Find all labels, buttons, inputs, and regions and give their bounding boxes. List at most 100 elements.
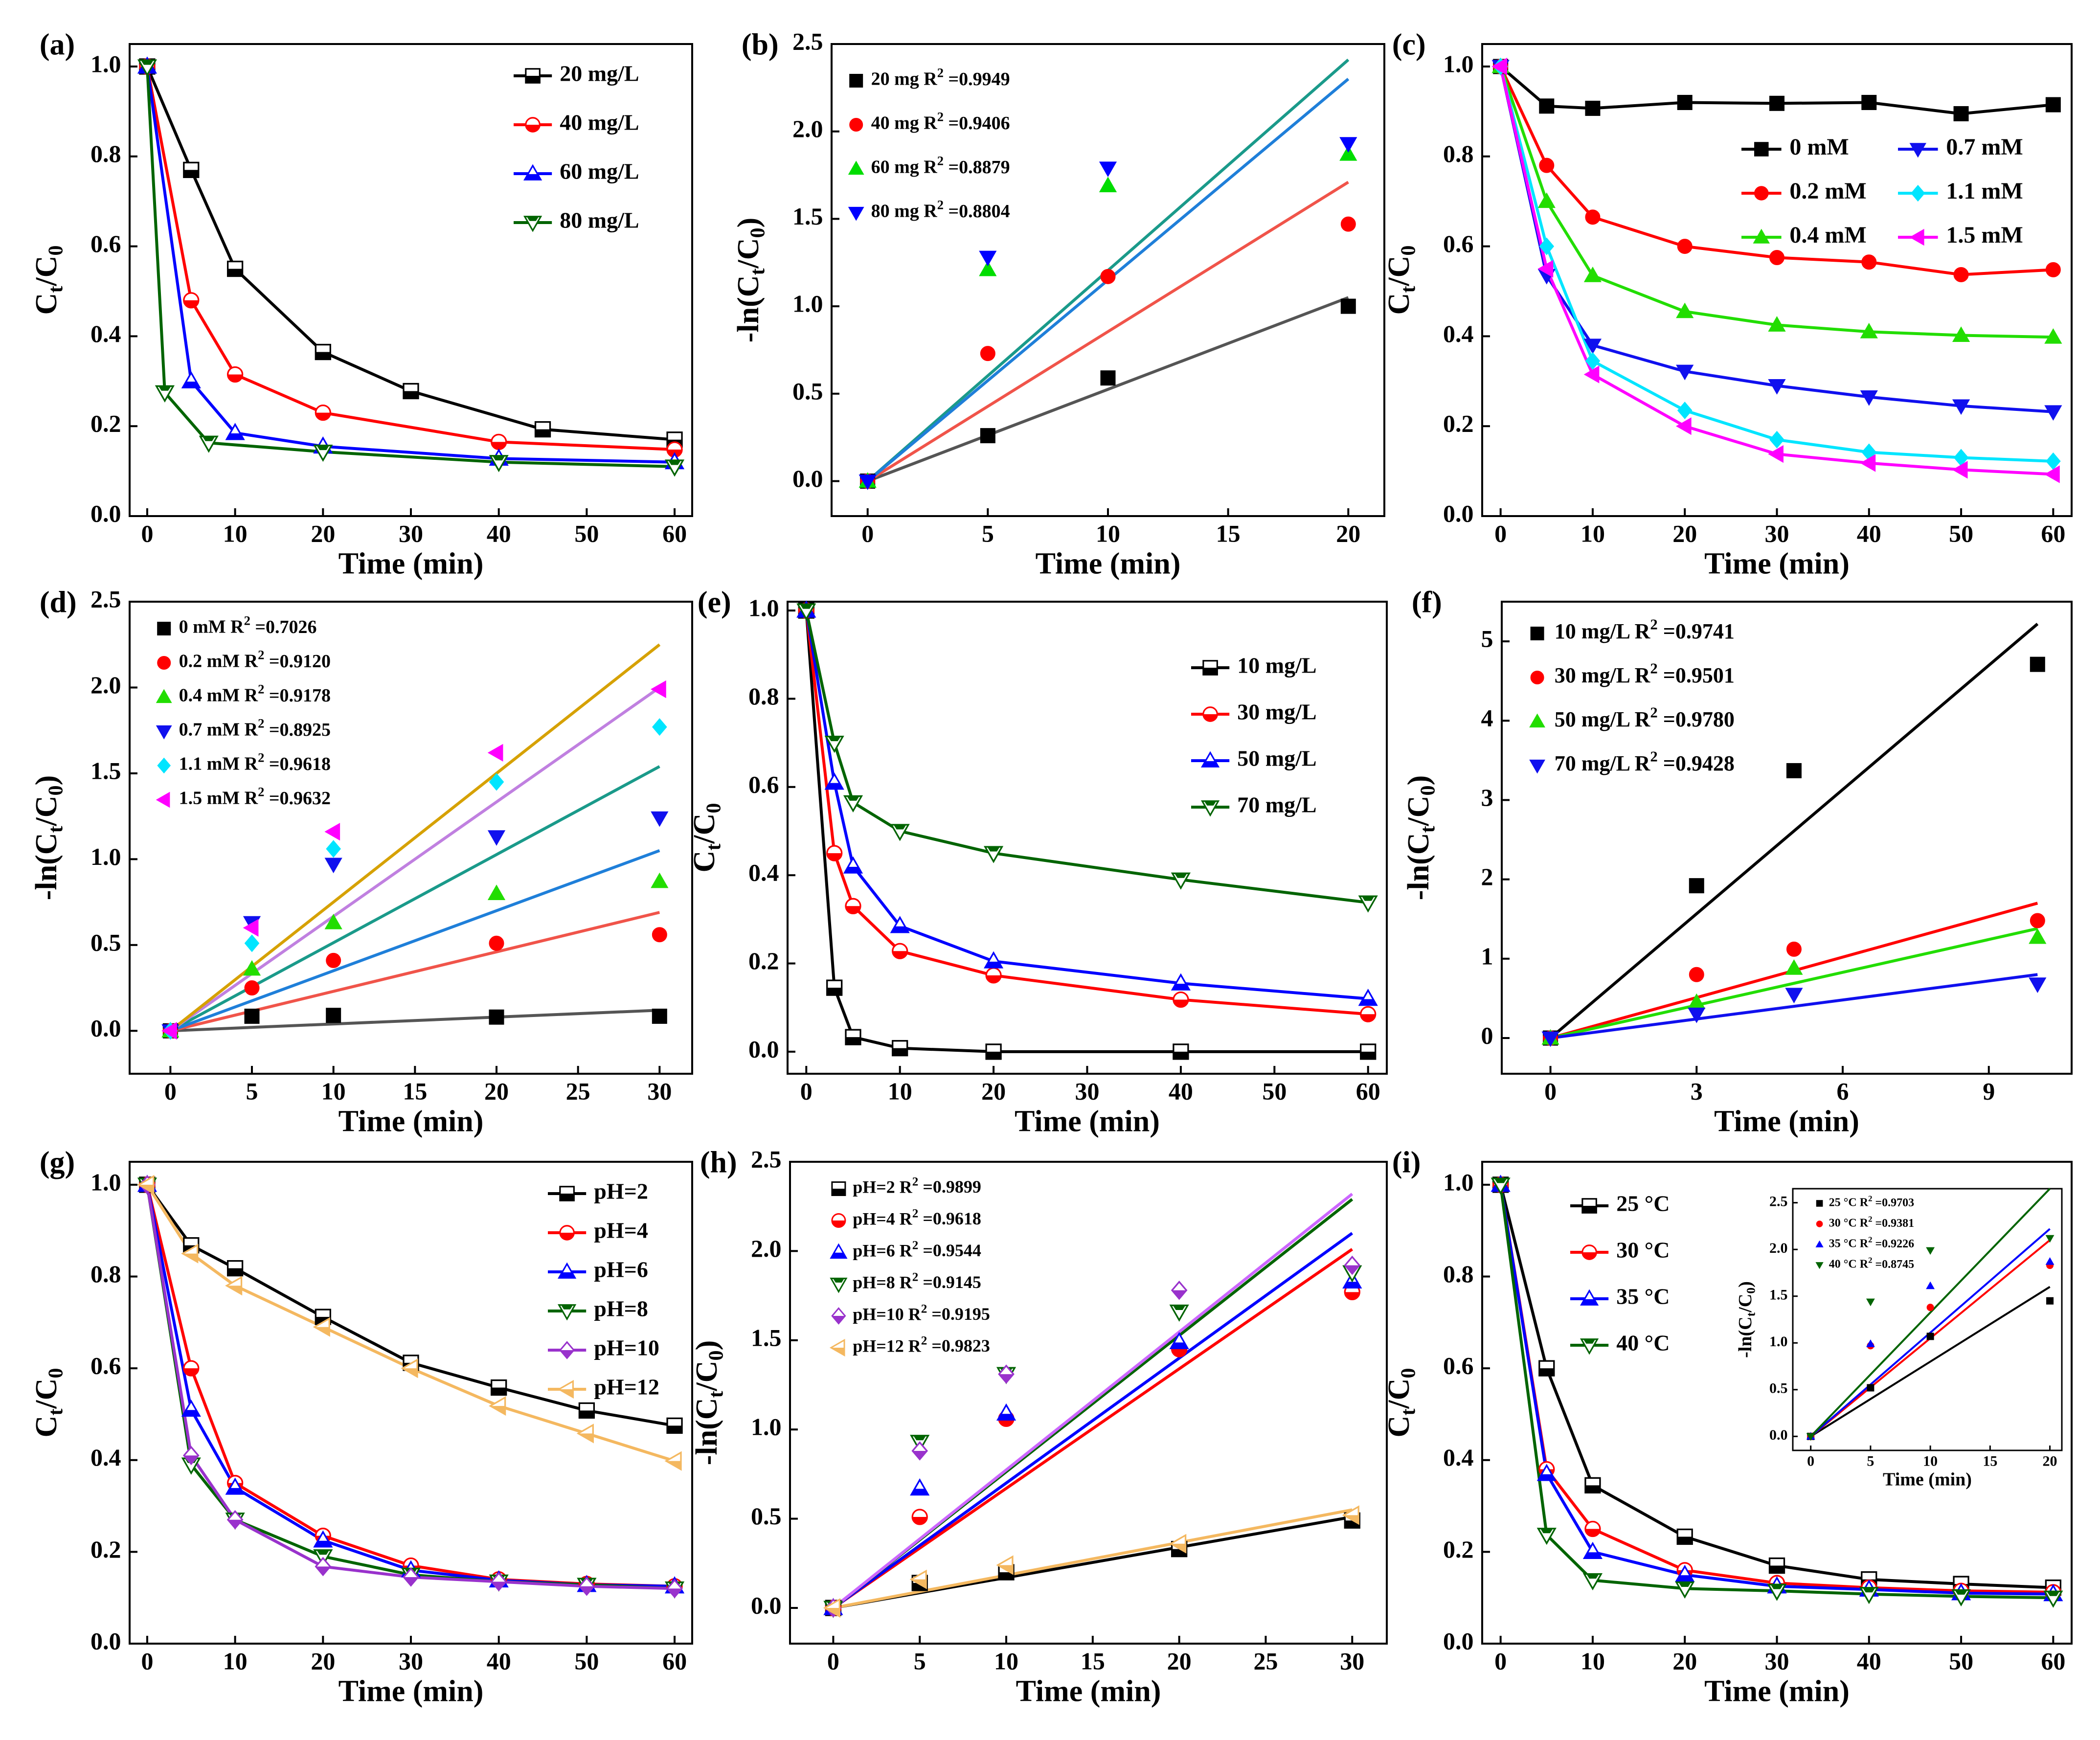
data-point-fill: [1769, 1565, 1784, 1573]
legend-marker-fill: [560, 1194, 574, 1201]
data-point: [1769, 95, 1784, 111]
legend-label: 0.7 mM R2 =0.8925: [179, 716, 331, 740]
data-point: [1769, 250, 1784, 266]
legend-marker-fill: [1204, 801, 1217, 806]
legend-marker: [1815, 1240, 1824, 1247]
plot-frame: [129, 601, 693, 1075]
data-point-fill: [1344, 1515, 1359, 1524]
data-point-fill: [316, 412, 331, 420]
y-tick-label: 1.5: [751, 1324, 782, 1351]
fit-line: [1810, 1188, 2051, 1437]
data-point-fill: [666, 1461, 681, 1469]
legend-marker-fill: [833, 1278, 845, 1283]
data-point: [326, 1008, 341, 1023]
data-point-fill: [1678, 1582, 1692, 1587]
legend-marker: [1816, 1220, 1823, 1227]
data-point-fill: [911, 1489, 928, 1495]
legend-label: pH=10: [594, 1335, 659, 1360]
legend-label: 10 mg/L: [1237, 653, 1316, 678]
fit-line: [170, 1009, 660, 1033]
data-point-fill: [183, 300, 199, 308]
legend-label: 35 °C: [1616, 1284, 1670, 1309]
x-tick-label: 20: [311, 520, 335, 547]
data-point-fill: [1585, 1529, 1600, 1537]
legend-marker-fill: [831, 1252, 846, 1258]
data-point: [980, 428, 995, 444]
data-point-fill: [827, 988, 842, 995]
legend-marker: [157, 622, 171, 635]
data-point: [1768, 445, 1784, 463]
data-point-fill: [1540, 1528, 1553, 1534]
data-point: [324, 858, 342, 874]
y-tick-label: 0.6: [1443, 230, 1474, 257]
data-point-fill: [402, 1368, 417, 1377]
y-tick-label: 3: [1481, 784, 1493, 811]
data-point: [1768, 379, 1786, 395]
legend-label: 1.1 mM R2 =0.9618: [179, 750, 331, 774]
x-tick-label: 5: [246, 1078, 258, 1105]
data-point-fill: [911, 1579, 926, 1588]
data-point-fill: [183, 1368, 199, 1376]
y-tick-label: 0.6: [90, 230, 121, 257]
panel-label: (c): [1392, 28, 1426, 62]
data-point: [1953, 106, 1969, 121]
legend-label: 70 mg/L R2 =0.9428: [1555, 748, 1735, 775]
legend-label: 80 mg R2 =0.8804: [871, 198, 1010, 222]
legend-label: 30 °C: [1616, 1238, 1670, 1263]
data-point-fill: [316, 1566, 330, 1575]
x-tick-label: 60: [1356, 1078, 1380, 1105]
data-point-fill: [184, 1455, 199, 1464]
data-point-fill: [1586, 1574, 1599, 1579]
y-tick-label: 0.2: [1443, 1536, 1474, 1563]
legend-label: 50 mg/L: [1237, 746, 1316, 771]
data-point-fill: [1584, 1552, 1602, 1559]
data-point: [1583, 339, 1602, 355]
data-point: [1539, 158, 1555, 173]
y-tick-label: 0.0: [792, 465, 823, 492]
legend-label: 80 mg/L: [560, 208, 639, 233]
legend-marker: [1753, 228, 1770, 244]
legend-marker-fill: [559, 1272, 575, 1278]
x-tick-label: 20: [981, 1078, 1006, 1105]
data-point: [1585, 209, 1601, 225]
data-point: [858, 475, 877, 490]
fit-line: [867, 296, 1349, 483]
panel-label: (f): [1412, 586, 1442, 619]
y-tick-label: 0.0: [751, 1592, 782, 1619]
data-point-fill: [316, 1550, 330, 1555]
data-point: [1867, 1384, 1874, 1392]
series-line: [1499, 1184, 2054, 1589]
data-point: [326, 952, 341, 968]
legend-label: 60 mg/L: [560, 159, 639, 184]
legend-label: 20 mg R2 =0.9949: [871, 66, 1010, 90]
x-tick-label: 10: [1581, 520, 1605, 547]
y-tick-label: 0.2: [90, 1536, 121, 1563]
legend-marker: [1530, 627, 1544, 640]
legend-marker-fill: [561, 1305, 573, 1310]
y-tick-label: 0.6: [1443, 1352, 1474, 1379]
panel-label: (g): [40, 1146, 75, 1179]
data-point-fill: [226, 433, 244, 439]
data-point-fill: [227, 374, 243, 382]
data-point-fill: [997, 1414, 1015, 1420]
series-line: [145, 66, 675, 451]
data-point: [1537, 260, 1554, 278]
y-tick-label: 0.8: [748, 682, 779, 710]
x-tick-label: 30: [647, 1078, 672, 1105]
x-tick-label: 9: [1983, 1078, 1995, 1105]
data-point: [326, 840, 341, 858]
data-point: [487, 830, 506, 846]
data-point: [1926, 1333, 1934, 1340]
data-point: [980, 346, 995, 362]
panel-h: 0 5 10 15 20 25 30 0.0 0.5 1.0 1.5 2.0 2.5 Time (min)…: [690, 1145, 1388, 1708]
legend-label: 40 °C: [1616, 1331, 1670, 1356]
data-point: [1583, 267, 1602, 282]
y-tick-label: 0.2: [748, 947, 779, 974]
data-point-fill: [227, 1519, 243, 1528]
data-point-fill: [182, 382, 200, 388]
data-point-fill: [1345, 1292, 1360, 1300]
data-point-fill: [997, 1565, 1013, 1574]
legend-label: pH=8: [594, 1296, 648, 1321]
data-point: [1676, 302, 1694, 318]
y-tick-label: 0.2: [90, 410, 121, 437]
